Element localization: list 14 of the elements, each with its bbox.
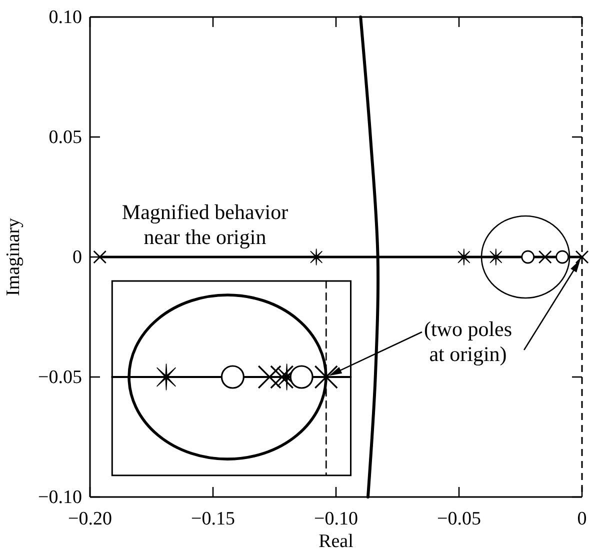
x-tick-label: −0.10 — [314, 508, 358, 530]
y-tick-label: 0.05 — [48, 127, 82, 148]
x-axis-title: Real — [318, 531, 354, 552]
y-tick-label: −0.05 — [38, 367, 82, 388]
y-tick-label: −0.10 — [38, 487, 82, 508]
x-tick-label: 0 — [577, 508, 587, 530]
x-tick-label: −0.05 — [437, 508, 481, 530]
annotation: Magnified behavior near the origin — [122, 200, 288, 249]
annotation: (two poles at origin) — [424, 317, 512, 366]
x-tick-label: −0.15 — [191, 508, 235, 530]
y-tick-label: 0.10 — [48, 7, 82, 28]
y-axis-title: Imaginary — [2, 217, 24, 296]
y-tick-label: 0 — [72, 247, 82, 268]
x-tick-label: −0.20 — [68, 508, 112, 530]
